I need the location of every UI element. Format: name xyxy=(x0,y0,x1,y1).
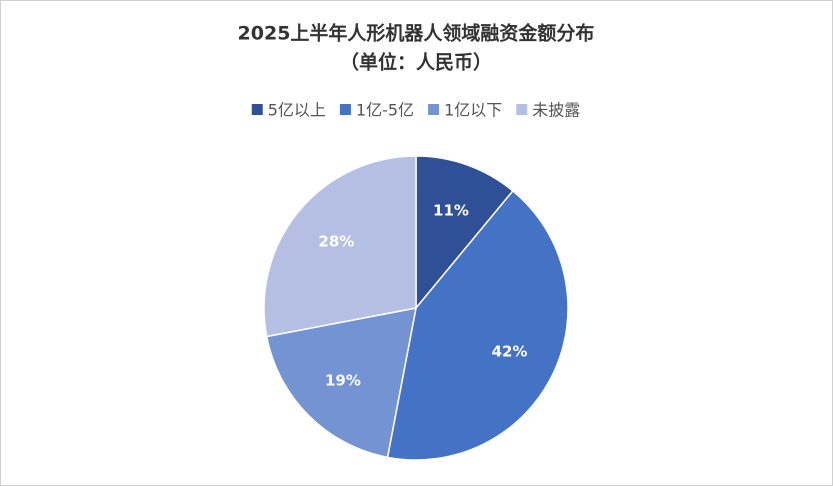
legend-label: 1亿以下 xyxy=(444,101,502,120)
chart-title: 2025上半年人形机器人领域融资金额分布 xyxy=(238,22,595,45)
pie-slice xyxy=(265,307,417,459)
legend-label: 未披露 xyxy=(532,101,580,120)
data-label: 28% xyxy=(318,233,354,251)
pie-slice xyxy=(386,189,569,461)
data-label: 11% xyxy=(433,201,469,219)
data-label: 19% xyxy=(325,372,361,390)
pie-slice xyxy=(415,155,514,311)
legend: 5亿以上 1亿-5亿 1亿以下 未披露 xyxy=(251,101,580,120)
legend-swatch xyxy=(251,104,263,115)
legend-swatch xyxy=(428,104,440,115)
chart-subtitle: （单位：人民币） xyxy=(340,51,492,74)
legend-label: 1亿-5亿 xyxy=(356,101,414,120)
legend-label: 5亿以上 xyxy=(268,101,326,120)
data-label: 42% xyxy=(492,343,528,361)
pie-slice xyxy=(263,155,417,338)
legend-swatch xyxy=(516,104,528,115)
legend-swatch xyxy=(339,104,351,115)
